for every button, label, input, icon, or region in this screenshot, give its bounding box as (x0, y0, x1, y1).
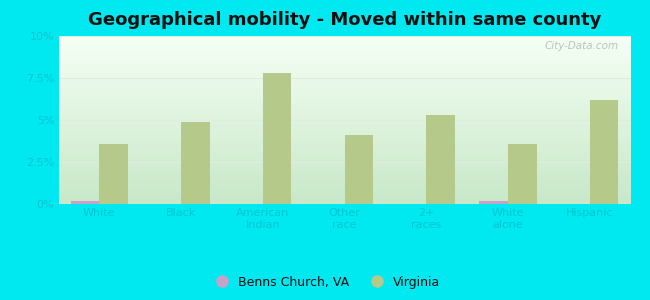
Bar (99, 143, 128, 204)
Title: Geographical mobility - Moved within same county: Geographical mobility - Moved within sam… (88, 11, 601, 29)
Bar (344, 135, 373, 204)
Bar (263, 73, 291, 204)
Bar (71, 202, 99, 204)
Legend: Benns Church, VA, Virginia: Benns Church, VA, Virginia (205, 271, 445, 294)
Bar (181, 122, 210, 204)
Bar (590, 100, 618, 204)
Bar (426, 115, 455, 204)
Bar (508, 143, 536, 204)
Text: City-Data.com: City-Data.com (545, 41, 619, 51)
Bar (479, 202, 508, 204)
